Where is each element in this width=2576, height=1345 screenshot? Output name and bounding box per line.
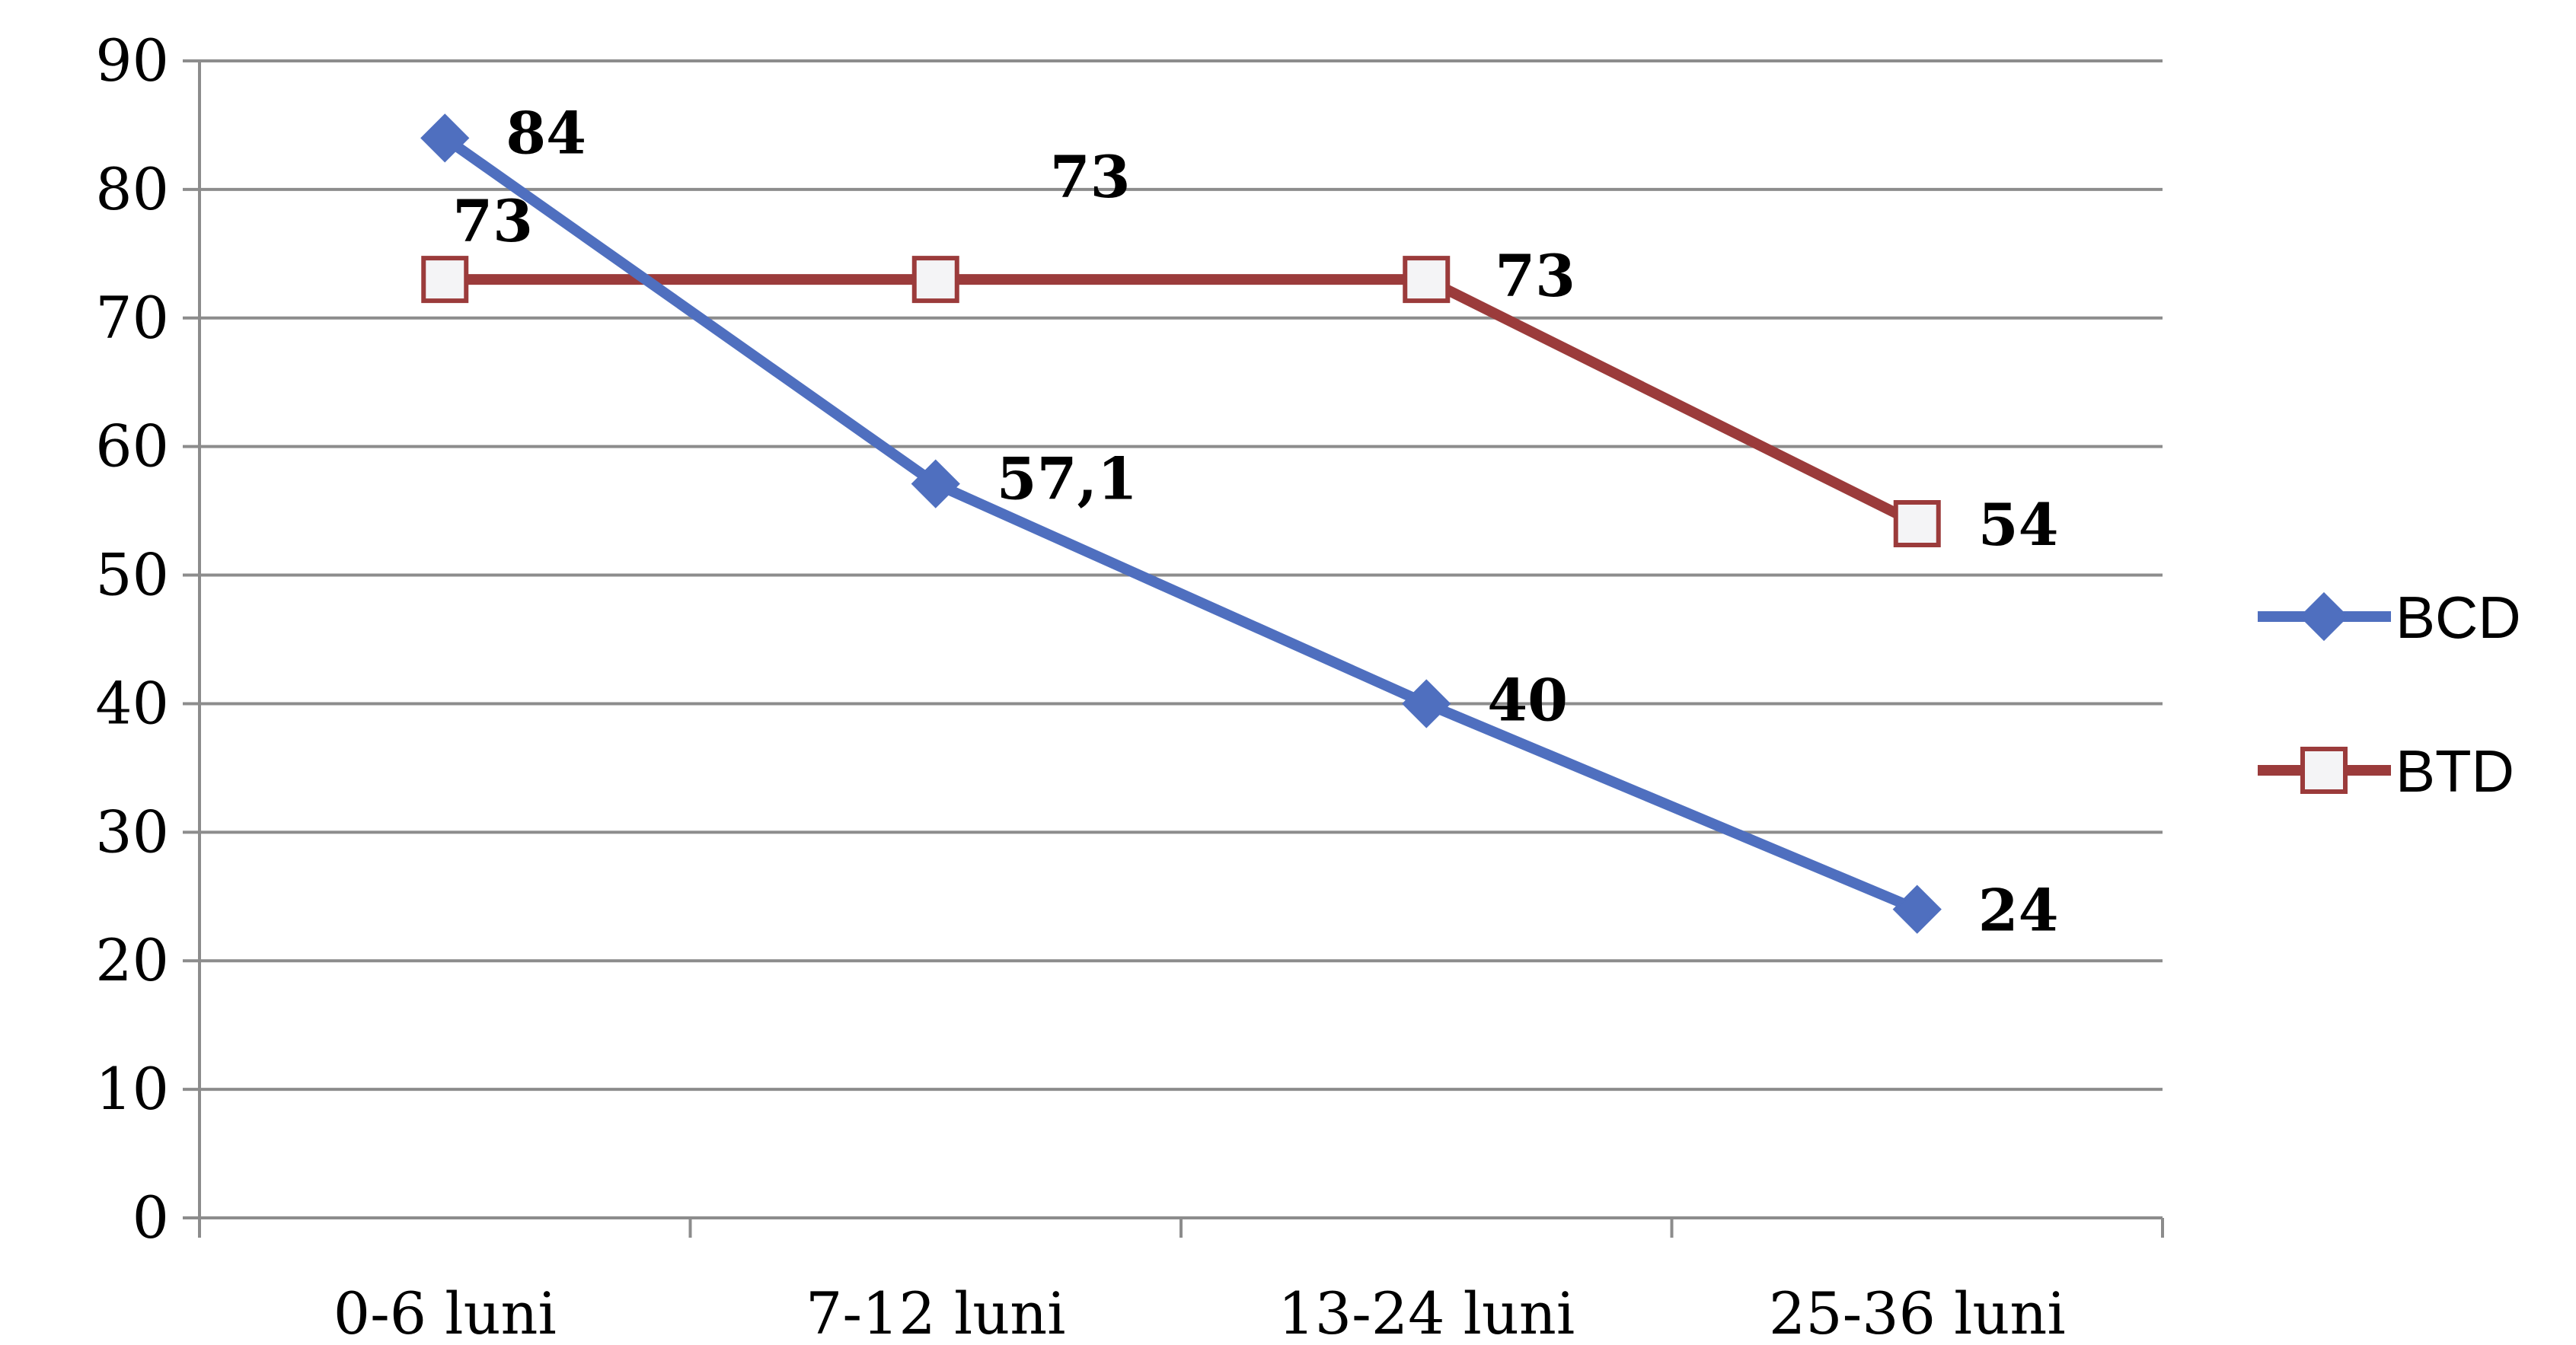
y-axis-ticks: 0 10 20 30 40 50 60 70 80 90 [95,27,200,1251]
gridlines [200,59,2163,1219]
data-label-btd: 73 [1495,242,1575,310]
x-tick-label: 7-12 luni [806,1280,1065,1345]
series-line-bcd [442,133,1920,915]
legend-label-btd: BTD [2396,738,2514,805]
x-tick-label: 0-6 luni [334,1280,557,1345]
data-point-diamond [2299,591,2349,642]
x-tick-label: 25-36 luni [1769,1280,2066,1345]
data-point-square [1403,256,1451,304]
y-tick-label: 70 [95,284,169,352]
data-label-btd: 54 [1978,491,2059,559]
series-group [420,113,1942,934]
y-tick-label: 90 [95,27,169,94]
data-point-square [421,256,469,304]
y-tick-label: 0 [132,1184,169,1251]
data-point-square [1893,500,1941,547]
y-tick-label: 20 [95,926,169,994]
data-point-diamond [1402,679,1451,728]
y-tick-label: 30 [95,798,169,865]
data-point-square [911,256,959,304]
data-label-bcd: 84 [506,99,586,167]
x-tick-label: 13-24 luni [1278,1280,1575,1345]
data-label-btd: 73 [1050,143,1131,211]
data-label-bcd: 24 [1978,877,2059,945]
data-label-bcd: 57,1 [997,445,1138,513]
y-tick-label: 40 [95,669,169,737]
data-point-diamond [420,113,470,163]
data-labels: 84 57,1 40 24 73 73 73 54 [452,99,2058,944]
x-axis-ticks: 0-6 luni 7-12 luni 13-24 luni 25-36 luni [198,1218,2164,1345]
legend: BCD BTD [2258,584,2521,805]
data-point-diamond [1892,884,1942,934]
series-line-btd [445,274,1920,529]
y-tick-label: 50 [95,541,169,609]
data-point-square [2300,747,2348,794]
data-point-diamond [911,459,960,508]
y-tick-label: 80 [95,155,169,223]
data-label-btd: 73 [452,187,533,255]
y-tick-label: 10 [95,1055,169,1123]
legend-label-bcd: BCD [2396,584,2521,651]
data-label-bcd: 40 [1487,666,1568,734]
y-tick-label: 60 [95,413,169,480]
